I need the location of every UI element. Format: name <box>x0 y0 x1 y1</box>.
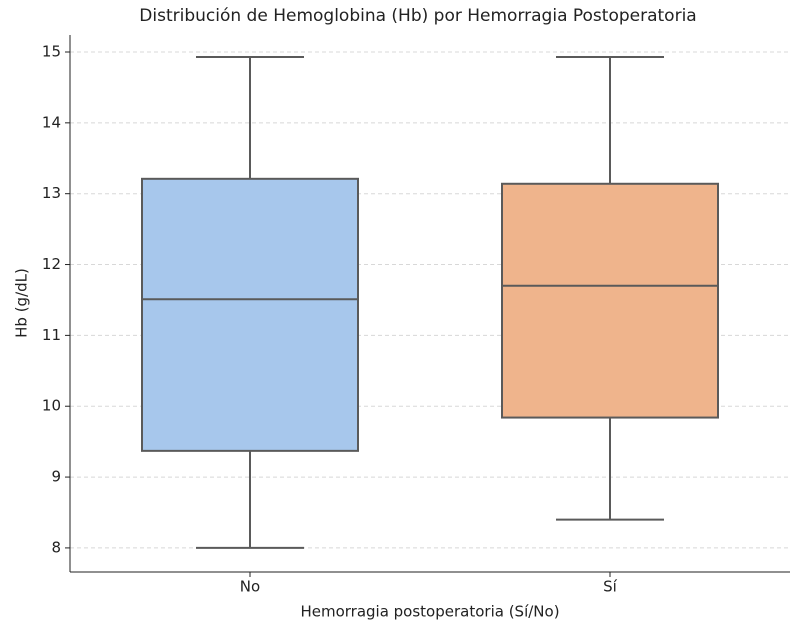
x-tick-label: Sí <box>603 578 618 596</box>
box <box>501 182 719 419</box>
chart-title: Distribución de Hemoglobina (Hb) por Hem… <box>139 6 696 26</box>
y-tick-label: 10 <box>42 397 61 415</box>
box <box>141 177 359 452</box>
y-tick-label: 14 <box>42 113 61 131</box>
y-tick-label: 9 <box>51 468 61 486</box>
x-axis-label: Hemorragia postoperatoria (Sí/No) <box>300 603 559 621</box>
y-tick-label: 11 <box>42 326 61 344</box>
y-tick-label: 8 <box>51 538 61 556</box>
y-axis-label: Hb (g/dL) <box>13 268 31 338</box>
y-tick-label: 12 <box>42 255 61 273</box>
y-tick-label: 15 <box>42 43 61 61</box>
y-tick-label: 13 <box>42 184 61 202</box>
x-tick-label: No <box>240 578 260 596</box>
